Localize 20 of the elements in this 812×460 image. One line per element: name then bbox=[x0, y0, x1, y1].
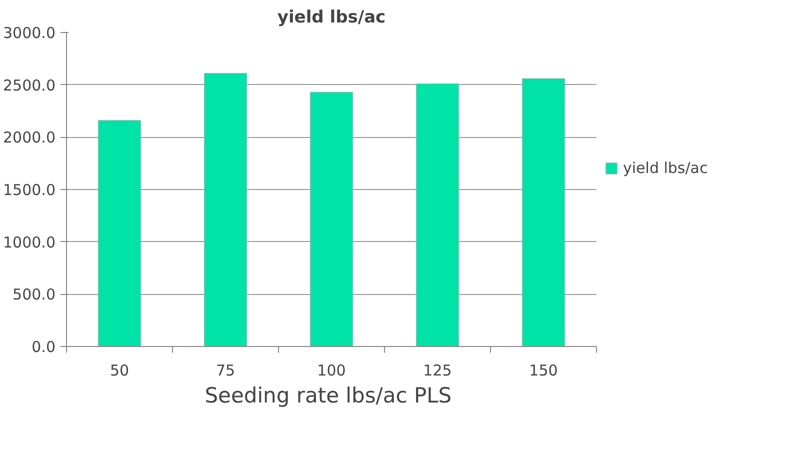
y-tick-label: 0.0 bbox=[32, 338, 56, 356]
legend-label: yield lbs/ac bbox=[623, 159, 708, 177]
y-tick-label: 2000.0 bbox=[3, 128, 56, 147]
bar bbox=[204, 73, 247, 346]
x-tick-label: 150 bbox=[529, 362, 558, 380]
y-tick-label: 1500.0 bbox=[3, 181, 56, 199]
bar bbox=[416, 84, 459, 346]
y-tick-label: 500.0 bbox=[12, 286, 56, 304]
y-tick-label: 1000.0 bbox=[3, 233, 56, 252]
bar bbox=[310, 92, 353, 346]
bar bbox=[98, 120, 141, 346]
bar bbox=[522, 78, 565, 346]
x-axis-title: Seeding rate lbs/ac PLS bbox=[204, 384, 452, 408]
x-tick-label: 125 bbox=[423, 362, 452, 380]
x-tick-label: 75 bbox=[216, 362, 236, 380]
y-tick-label: 3000.0 bbox=[3, 24, 56, 42]
x-tick-label: 50 bbox=[110, 362, 130, 380]
chart-title: yield lbs/ac bbox=[277, 8, 386, 28]
x-tick-label: 100 bbox=[317, 362, 346, 380]
y-tick-label: 2500.0 bbox=[3, 76, 56, 94]
